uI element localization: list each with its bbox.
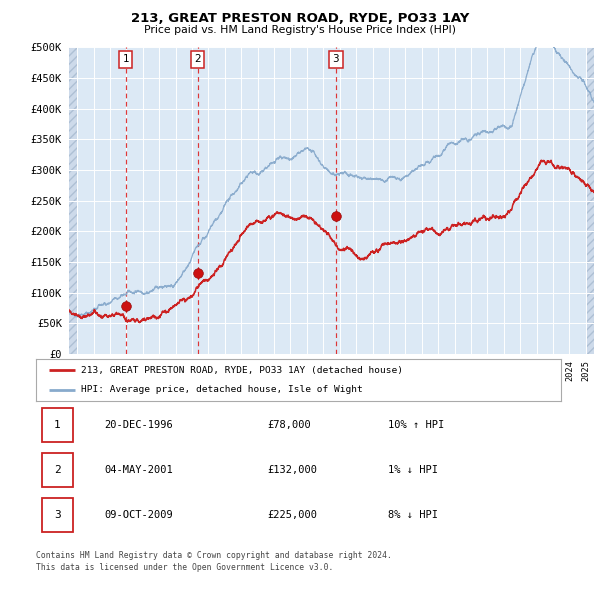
Text: This data is licensed under the Open Government Licence v3.0.: This data is licensed under the Open Gov… xyxy=(36,563,334,572)
Text: 04-MAY-2001: 04-MAY-2001 xyxy=(104,466,173,475)
FancyBboxPatch shape xyxy=(42,498,73,532)
Text: 1: 1 xyxy=(54,421,61,430)
Text: £132,000: £132,000 xyxy=(267,466,317,475)
Text: £78,000: £78,000 xyxy=(267,421,311,430)
Text: 2: 2 xyxy=(54,466,61,475)
Text: 1% ↓ HPI: 1% ↓ HPI xyxy=(388,466,438,475)
Text: 213, GREAT PRESTON ROAD, RYDE, PO33 1AY (detached house): 213, GREAT PRESTON ROAD, RYDE, PO33 1AY … xyxy=(80,366,403,375)
Text: HPI: Average price, detached house, Isle of Wight: HPI: Average price, detached house, Isle… xyxy=(80,385,362,394)
Text: 8% ↓ HPI: 8% ↓ HPI xyxy=(388,510,438,520)
Text: £225,000: £225,000 xyxy=(267,510,317,520)
Text: 213, GREAT PRESTON ROAD, RYDE, PO33 1AY: 213, GREAT PRESTON ROAD, RYDE, PO33 1AY xyxy=(131,12,469,25)
Text: 2: 2 xyxy=(194,54,201,64)
Bar xyxy=(586,47,594,354)
Text: 1: 1 xyxy=(122,54,129,64)
Text: 09-OCT-2009: 09-OCT-2009 xyxy=(104,510,173,520)
Text: 3: 3 xyxy=(332,54,339,64)
Bar xyxy=(69,47,77,354)
Text: 3: 3 xyxy=(54,510,61,520)
FancyBboxPatch shape xyxy=(42,408,73,442)
Text: 10% ↑ HPI: 10% ↑ HPI xyxy=(388,421,444,430)
Text: Price paid vs. HM Land Registry's House Price Index (HPI): Price paid vs. HM Land Registry's House … xyxy=(144,25,456,35)
FancyBboxPatch shape xyxy=(42,453,73,487)
Text: 20-DEC-1996: 20-DEC-1996 xyxy=(104,421,173,430)
Text: Contains HM Land Registry data © Crown copyright and database right 2024.: Contains HM Land Registry data © Crown c… xyxy=(36,552,392,560)
